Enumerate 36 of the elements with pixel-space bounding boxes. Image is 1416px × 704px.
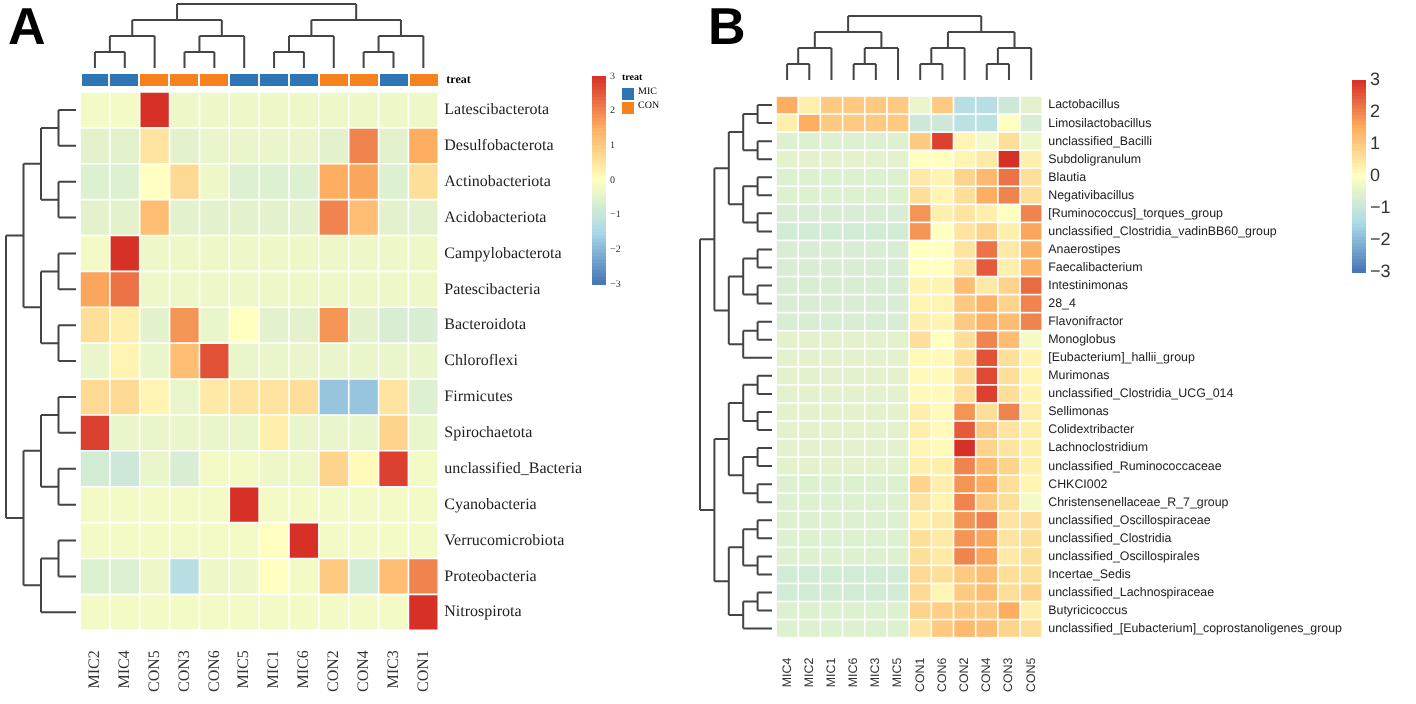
x-tick-label: MIC1: [264, 650, 283, 689]
x-tick-label: MIC2: [85, 650, 104, 689]
x-tick-label: CON2: [323, 650, 342, 692]
y-tick-label: Spirochaetota: [444, 423, 534, 442]
x-tick-label: CON5: [144, 650, 163, 692]
color-bar-label: 2: [1370, 100, 1381, 121]
y-tick-label: Patescibacteria: [444, 279, 542, 298]
y-tick-label: Firmicutes: [444, 387, 513, 406]
x-tick-label: MIC4: [114, 650, 133, 689]
x-tick-label: CON6: [204, 650, 223, 692]
color-bar-label: −3: [1370, 260, 1391, 281]
x-tick-label: MIC3: [383, 650, 402, 689]
color-bar-label: 1: [1370, 132, 1381, 153]
y-tick-label: Bacteroidota: [444, 315, 527, 334]
x-tick-label: MIC6: [294, 650, 313, 689]
x-tick-label: CON4: [353, 650, 372, 692]
y-tick-label: Cyanobacteria: [444, 494, 538, 513]
y-tick-label: Desulfobacterota: [444, 136, 555, 155]
y-tick-label: Verrucomicrobiota: [444, 530, 566, 549]
color-bar-label: 0: [1370, 164, 1381, 185]
y-tick-label: Actinobacteriota: [444, 171, 552, 190]
color-bar-label: −1: [1370, 196, 1391, 217]
y-tick-label: Chloroflexi: [444, 351, 520, 370]
y-tick-label: Nitrospirota: [444, 602, 523, 621]
color-bar-label: −2: [1370, 228, 1391, 249]
y-tick-label: Campylobacterota: [444, 243, 563, 262]
x-tick-label: CON3: [174, 650, 193, 692]
x-tick-label: MIC5: [234, 650, 253, 689]
y-tick-label: Latescibacterota: [444, 100, 550, 119]
y-tick-label: unclassified_Bacteria: [444, 458, 583, 477]
y-tick-label: Acidobacteriota: [444, 207, 548, 226]
chart-title: A: [8, 0, 46, 57]
x-tick-label: CON1: [413, 650, 432, 692]
chart-title: B: [708, 0, 746, 57]
color-bar-label: 3: [1370, 68, 1381, 89]
y-tick-label: Proteobacteria: [444, 566, 538, 585]
